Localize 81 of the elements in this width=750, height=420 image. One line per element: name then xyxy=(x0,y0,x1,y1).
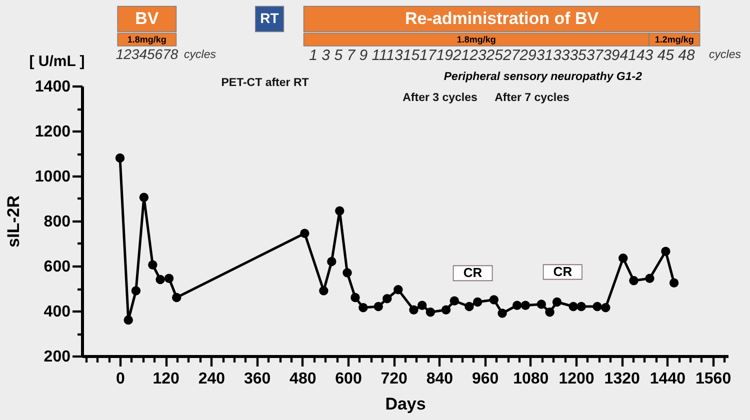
point xyxy=(536,300,546,309)
x-tick-label: 240 xyxy=(198,370,226,388)
point xyxy=(545,308,554,317)
point xyxy=(645,274,654,283)
x-tick-label: 0 xyxy=(116,370,126,388)
annotation: After 3 cycles xyxy=(402,92,478,104)
point xyxy=(409,305,418,314)
text: 1.8mg/kg xyxy=(127,34,166,45)
y-tick-label: 600 xyxy=(44,258,71,276)
y-tick-label: 1200 xyxy=(34,124,71,140)
x-tick-label: 1320 xyxy=(604,370,640,388)
point xyxy=(342,268,352,278)
text: cycles xyxy=(184,49,216,61)
point xyxy=(512,300,522,310)
point xyxy=(131,286,141,296)
y-tick-label: 400 xyxy=(44,304,71,320)
x-tick-label: 960 xyxy=(472,370,499,388)
point xyxy=(139,192,149,202)
text: 1 3 5 7 9 1113151719212325272931333537394143 45 48 xyxy=(309,47,696,64)
point xyxy=(374,302,384,312)
annotation: PET-CT after RT xyxy=(221,77,309,89)
annotation: CR xyxy=(553,264,573,279)
text: Peripheral sensory neuropathy G1-2 xyxy=(444,71,643,83)
point xyxy=(552,297,562,307)
text: BV xyxy=(135,9,160,28)
point xyxy=(520,300,530,310)
point xyxy=(335,206,344,216)
x-tick-label: 360 xyxy=(244,370,271,388)
point xyxy=(450,296,460,306)
x-axis-title: Days xyxy=(385,394,426,414)
x-tick-label: 840 xyxy=(426,370,454,388)
x-tick-label: 120 xyxy=(152,370,180,388)
point xyxy=(319,286,328,296)
x-tick-label: 1560 xyxy=(696,370,732,388)
point xyxy=(394,285,403,294)
text: RT xyxy=(260,10,280,26)
x-tick-label: 1200 xyxy=(558,370,594,388)
point xyxy=(568,302,578,312)
point xyxy=(464,302,474,312)
point xyxy=(489,295,499,304)
point xyxy=(576,302,586,312)
point xyxy=(148,260,158,270)
point xyxy=(426,308,436,317)
text: [ U/mL ] xyxy=(29,53,85,70)
point xyxy=(300,228,310,238)
point xyxy=(327,256,336,266)
x-tick-label: 720 xyxy=(380,370,408,388)
y-tick-label: 800 xyxy=(44,214,71,230)
point xyxy=(358,303,368,312)
point xyxy=(164,274,174,283)
point xyxy=(124,315,133,325)
point xyxy=(472,297,482,307)
point xyxy=(661,246,670,256)
point xyxy=(115,153,125,163)
y-tick-label: 200 xyxy=(44,348,71,366)
y-tick-label: 1400 xyxy=(34,78,71,96)
point xyxy=(498,308,507,318)
text: 12345678 xyxy=(116,46,178,62)
text: 1.8mg/kg xyxy=(456,34,496,45)
point xyxy=(629,276,638,286)
annotation: After 7 cycles xyxy=(494,92,570,104)
annotation: CR xyxy=(463,265,483,280)
x-tick-label: 480 xyxy=(290,370,316,388)
point xyxy=(172,292,182,302)
y-axis-title: sIL-2R xyxy=(4,196,23,248)
text: cycles xyxy=(709,49,742,61)
point xyxy=(417,300,427,310)
y-tick-label: 1000 xyxy=(34,168,71,186)
point xyxy=(441,305,451,314)
point xyxy=(592,302,602,312)
point xyxy=(156,274,165,284)
point xyxy=(669,278,679,288)
x-tick-label: 1080 xyxy=(513,370,549,388)
point xyxy=(601,303,610,312)
point xyxy=(618,254,628,263)
point xyxy=(382,294,392,304)
text: Re-administration of BV xyxy=(404,9,600,28)
x-tick-label: 1440 xyxy=(650,370,686,388)
x-tick-label: 600 xyxy=(335,370,362,388)
point xyxy=(350,292,360,302)
text: 1.2mg/kg xyxy=(654,34,694,45)
